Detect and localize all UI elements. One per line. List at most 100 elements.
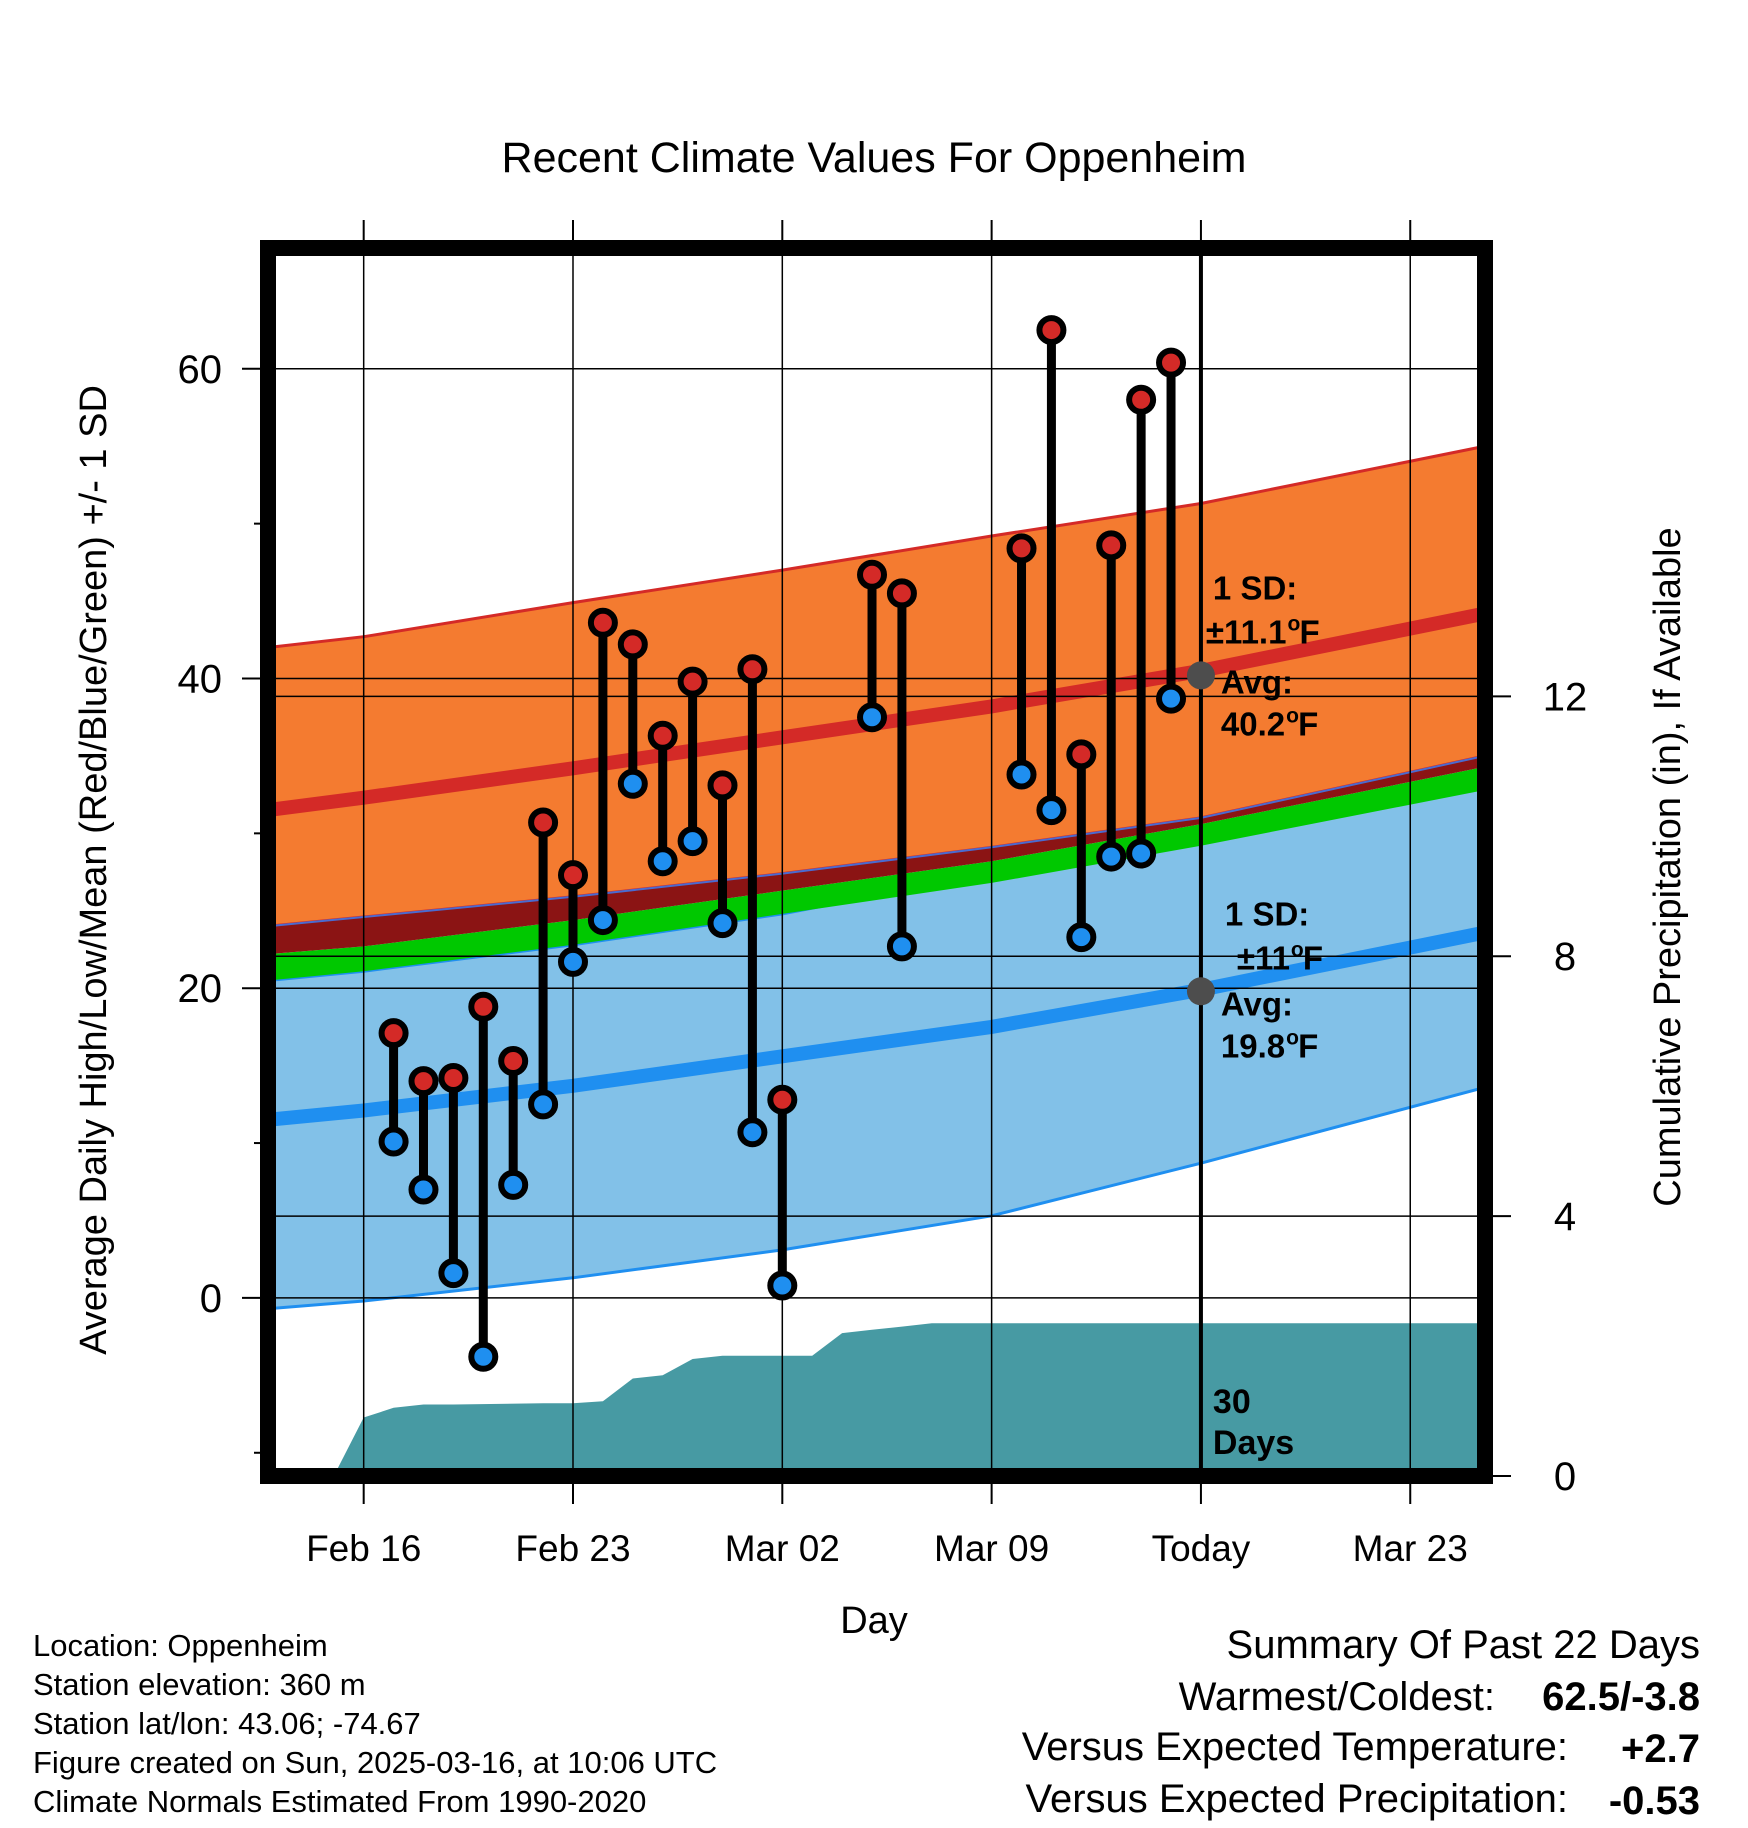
- low-avg-value: 19.8: [1221, 1027, 1285, 1064]
- x-tick-label: Mar 02: [725, 1528, 840, 1569]
- high-temp-point: [408, 1066, 439, 1097]
- low-temp-point: [1156, 683, 1187, 714]
- low-avg-title: Avg:: [1221, 985, 1293, 1022]
- high-temp-point: [857, 559, 888, 590]
- footer-elevation: Station elevation: 360 m: [33, 1667, 366, 1702]
- footer-station-info: Location: Oppenheim Station elevation: 3…: [33, 1628, 717, 1819]
- low-temp-point: [498, 1169, 529, 1200]
- low-temp-point: [378, 1126, 409, 1157]
- summary-temp-label: Versus Expected Temperature:: [1022, 1725, 1568, 1769]
- low-sd-value: ±11: [1237, 939, 1290, 976]
- fahrenheit-unit: F: [1298, 705, 1318, 742]
- precip-area: [268, 1323, 1485, 1476]
- y-tick-label-left: 20: [178, 967, 223, 1011]
- degree-symbol: o: [1286, 704, 1299, 727]
- high-avg-value: 40.2: [1221, 705, 1285, 742]
- summary-warm-cold-value: 62.5/-3.8: [1542, 1675, 1700, 1719]
- high-temp-point: [438, 1063, 469, 1094]
- footer-location: Location: Oppenheim: [33, 1628, 328, 1663]
- low-temp-point: [408, 1174, 439, 1205]
- y-tick-label-left: 60: [178, 348, 223, 392]
- high-temp-point: [468, 991, 499, 1022]
- y-tick-label-right: 8: [1554, 935, 1576, 979]
- high-temp-point: [677, 666, 708, 697]
- y-tick-label-right: 12: [1543, 675, 1588, 719]
- high-temp-point: [617, 629, 648, 660]
- high-temp-point: [647, 720, 678, 751]
- y-axis-label-left: Average Daily High/Low/Mean (Red/Blue/Gr…: [73, 385, 115, 1355]
- x-tick-label: Feb 16: [306, 1528, 421, 1569]
- high-temp-point: [1036, 315, 1067, 346]
- fahrenheit-unit: F: [1303, 939, 1323, 976]
- fahrenheit-unit: F: [1299, 613, 1319, 650]
- low-temp-point: [1096, 841, 1127, 872]
- low-avg-marker: [1186, 977, 1215, 1006]
- summary-precip-value: -0.53: [1609, 1779, 1700, 1823]
- y-tick-label-right: 0: [1554, 1455, 1576, 1499]
- degree-symbol: o: [1286, 1026, 1299, 1049]
- degree-symbol: o: [1291, 938, 1304, 961]
- x-axis-label: Day: [840, 1600, 908, 1642]
- high-temp-point: [1066, 739, 1097, 770]
- high-temp-point: [1096, 530, 1127, 561]
- high-temp-point: [767, 1084, 798, 1115]
- low-temp-point: [468, 1341, 499, 1372]
- low-temp-point: [438, 1258, 469, 1289]
- high-temp-point: [886, 578, 917, 609]
- days-word-label: Days: [1213, 1424, 1294, 1462]
- low-temp-point: [647, 846, 678, 877]
- days-count-label: 30: [1213, 1383, 1251, 1421]
- x-tick-label: Today: [1152, 1528, 1251, 1569]
- high-temp-point: [528, 807, 559, 838]
- high-temp-point: [1006, 533, 1037, 564]
- high-sd-value: ±11.1: [1206, 613, 1287, 650]
- summary-temp-value: +2.7: [1621, 1727, 1700, 1771]
- low-temp-point: [886, 931, 917, 962]
- low-temp-point: [677, 826, 708, 857]
- high-temp-point: [707, 770, 738, 801]
- summary-title: Summary Of Past 22 Days: [1227, 1623, 1700, 1667]
- high-avg-marker: [1186, 661, 1215, 690]
- x-tick-label: Mar 09: [934, 1528, 1049, 1569]
- low-temp-point: [557, 946, 588, 977]
- low-temp-point: [767, 1270, 798, 1301]
- high-temp-point: [557, 860, 588, 891]
- high-temp-point: [737, 654, 768, 685]
- degree-symbol: o: [1287, 612, 1300, 635]
- plot-frame: [260, 240, 1493, 1484]
- y-tick-label-left: 40: [178, 657, 223, 701]
- low-sd-title: 1 SD:: [1225, 895, 1309, 932]
- high-avg-title: Avg:: [1221, 663, 1293, 700]
- low-temp-point: [737, 1117, 768, 1148]
- summary-panel: Summary Of Past 22 Days Warmest/Coldest:…: [1022, 1623, 1700, 1823]
- x-tick-label: Mar 23: [1353, 1528, 1468, 1569]
- high-temp-point: [1156, 347, 1187, 378]
- low-temp-point: [1126, 838, 1157, 869]
- low-temp-point: [707, 908, 738, 939]
- fahrenheit-unit: F: [1298, 1027, 1318, 1064]
- x-tick-label: Feb 23: [515, 1528, 630, 1569]
- low-temp-point: [617, 768, 648, 799]
- high-temp-point: [378, 1018, 409, 1049]
- low-temp-point: [528, 1089, 559, 1120]
- y-tick-label-right: 4: [1554, 1195, 1576, 1239]
- low-temp-point: [1066, 922, 1097, 953]
- y-tick-label-left: 0: [200, 1277, 222, 1321]
- high-temp-point: [587, 607, 618, 638]
- low-temp-point: [1036, 795, 1067, 826]
- summary-warm-cold-label: Warmest/Coldest:: [1179, 1675, 1495, 1719]
- y-axis-label-right: Cumulative Precipitation (in), If Availa…: [1647, 527, 1689, 1206]
- high-temp-point: [1126, 384, 1157, 415]
- low-temp-point: [587, 905, 618, 936]
- chart-title: Recent Climate Values For Oppenheim: [502, 134, 1247, 182]
- summary-precip-label: Versus Expected Precipitation:: [1025, 1777, 1568, 1821]
- footer-latlon: Station lat/lon: 43.06; -74.67: [33, 1706, 421, 1741]
- high-temp-point: [498, 1045, 529, 1076]
- low-temp-point: [857, 702, 888, 733]
- low-temp-point: [1006, 759, 1037, 790]
- footer-normals: Climate Normals Estimated From 1990-2020: [33, 1784, 646, 1819]
- footer-created: Figure created on Sun, 2025-03-16, at 10…: [33, 1745, 717, 1780]
